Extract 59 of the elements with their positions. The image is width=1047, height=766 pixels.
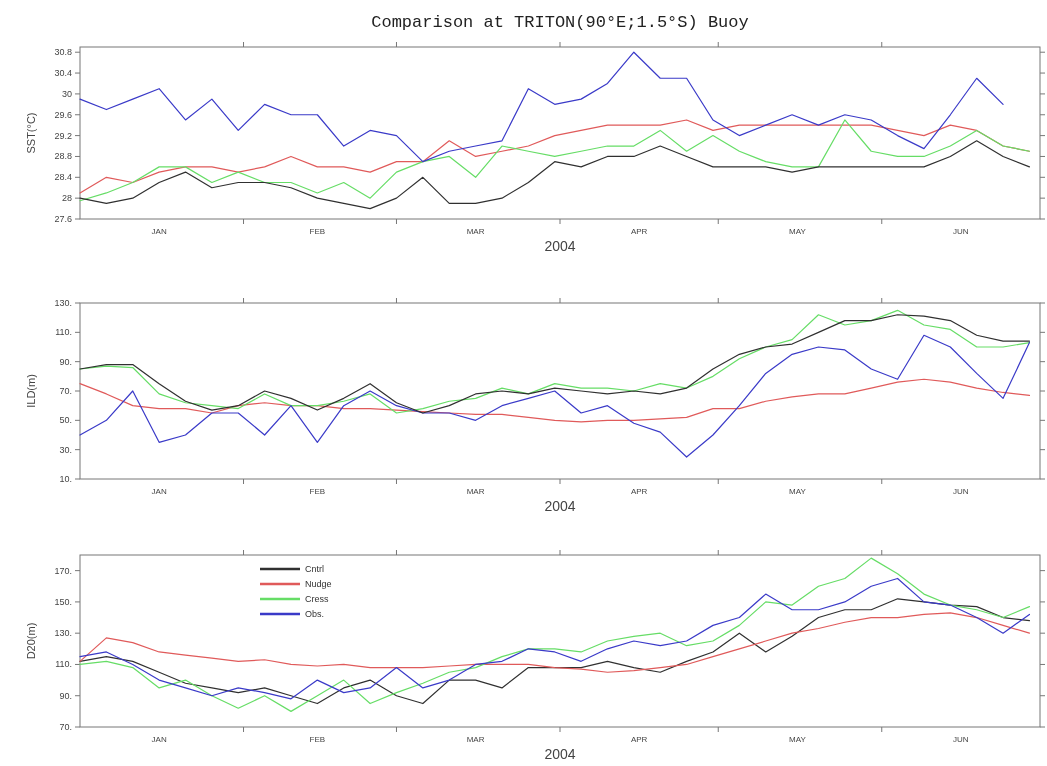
y-tick-label: 30.8 xyxy=(54,47,72,58)
line-series xyxy=(79,577,1031,700)
y-tick-label: 130. xyxy=(54,628,72,639)
y-tick-label: 110. xyxy=(55,659,72,670)
y-tick-label: 28 xyxy=(61,193,72,204)
x-tick-label: MAY xyxy=(788,487,807,496)
x-axis-title: 2004 xyxy=(544,238,576,254)
x-axis-title: 2004 xyxy=(544,746,576,762)
y-tick-label: 130. xyxy=(54,298,72,308)
y-tick-label: 30.4 xyxy=(54,68,72,79)
y-tick-label: 90. xyxy=(59,356,72,367)
x-tick-label: MAR xyxy=(466,735,485,744)
y-axis-title: SST(°C) xyxy=(25,112,37,154)
y-tick-label: 150. xyxy=(54,596,72,607)
x-tick-label: MAR xyxy=(466,227,485,236)
x-tick-label: FEB xyxy=(309,227,326,236)
legend-label: Cress xyxy=(305,594,329,604)
line-series xyxy=(79,378,1031,423)
y-tick-label: 30. xyxy=(59,444,72,455)
y-tick-label: 70. xyxy=(59,386,72,396)
y-tick-label: 29.6 xyxy=(54,109,72,120)
x-tick-label: JAN xyxy=(151,735,167,744)
y-axis-title: D20(m) xyxy=(25,622,37,660)
y-tick-label: 170. xyxy=(54,565,72,576)
line-series xyxy=(79,51,1004,163)
y-tick-label: 10. xyxy=(59,474,72,484)
x-tick-label: MAR xyxy=(466,487,485,496)
x-tick-label: APR xyxy=(630,227,648,236)
x-tick-label: MAY xyxy=(788,227,807,236)
y-tick-label: 28.4 xyxy=(54,172,72,183)
x-tick-label: FEB xyxy=(309,735,326,744)
x-tick-label: APR xyxy=(630,735,648,744)
y-axis-title: ILD(m) xyxy=(25,374,37,408)
y-tick-label: 29.2 xyxy=(54,130,72,141)
x-tick-label: APR xyxy=(630,487,648,496)
y-tick-label: 90. xyxy=(59,690,72,701)
y-tick-label: 30 xyxy=(61,88,72,99)
x-tick-label: JAN xyxy=(151,487,167,496)
x-tick-label: JUN xyxy=(953,487,969,496)
y-tick-label: 28.8 xyxy=(54,151,72,162)
line-series xyxy=(79,598,1031,705)
chart-title: Comparison at TRITON(90°E;1.5°S) Buoy xyxy=(371,13,749,32)
x-axis-title: 2004 xyxy=(544,498,576,514)
line-series xyxy=(79,140,1031,210)
legend-label: Cntrl xyxy=(305,564,325,574)
legend-label: Nudge xyxy=(305,579,332,589)
x-tick-label: JUN xyxy=(953,735,969,744)
legend-label: Obs. xyxy=(305,609,325,619)
x-tick-label: JUN xyxy=(953,227,969,236)
x-tick-label: FEB xyxy=(309,487,326,496)
y-tick-label: 110. xyxy=(55,327,72,338)
line-series xyxy=(79,557,1031,712)
x-tick-label: JAN xyxy=(151,227,167,236)
y-tick-label: 50. xyxy=(59,415,72,426)
line-series xyxy=(79,612,1031,673)
y-tick-label: 27.6 xyxy=(54,214,72,224)
line-series xyxy=(79,334,1031,458)
x-tick-label: MAY xyxy=(788,735,807,744)
y-tick-label: 70. xyxy=(59,722,72,732)
